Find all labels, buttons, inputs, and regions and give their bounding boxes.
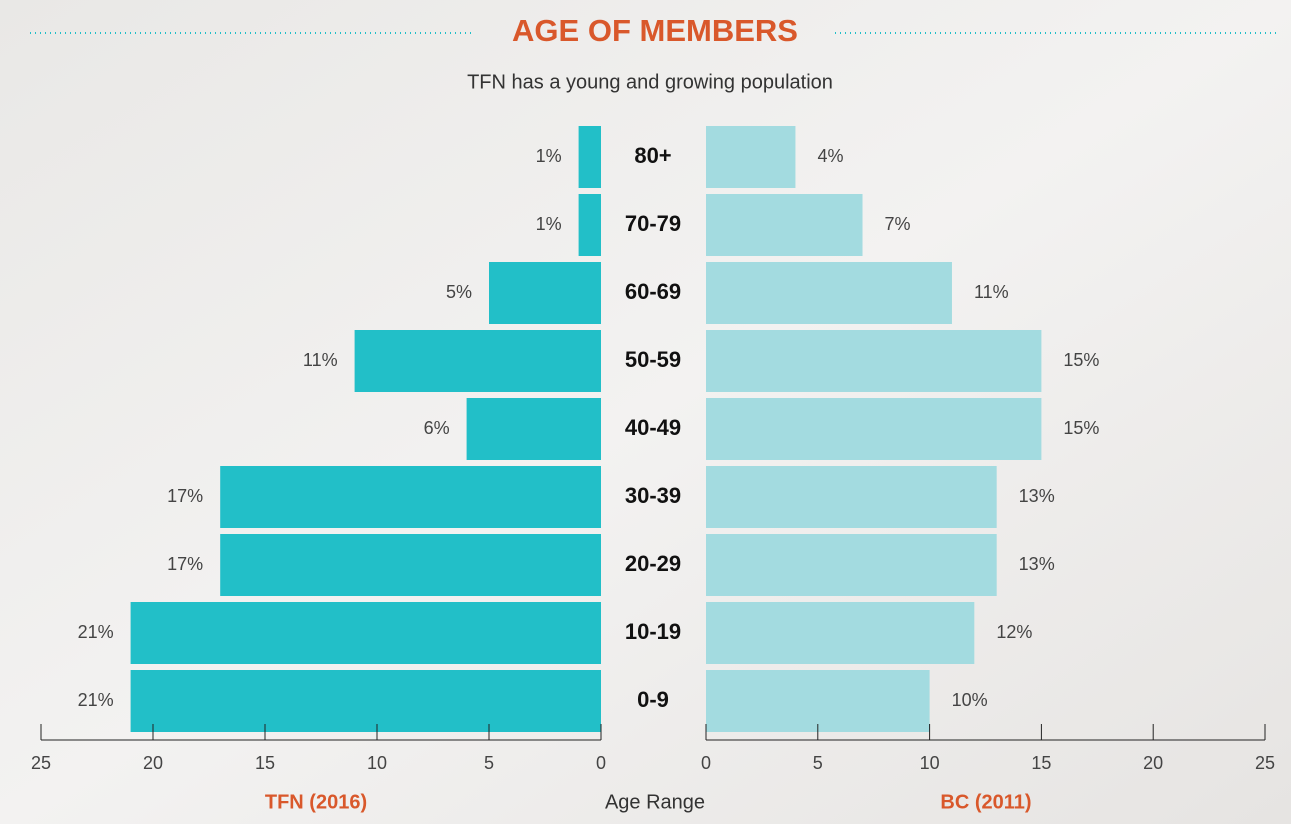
bar bbox=[706, 602, 975, 664]
category-label: 50-59 bbox=[625, 347, 681, 372]
bar bbox=[578, 126, 601, 188]
value-label: 15% bbox=[1063, 418, 1099, 438]
axis-label: TFN (2016) bbox=[265, 791, 367, 813]
bar bbox=[706, 398, 1042, 460]
x-tick-label: 10 bbox=[920, 753, 940, 773]
value-label: 7% bbox=[885, 214, 911, 234]
bar bbox=[130, 670, 601, 732]
category-label: 40-49 bbox=[625, 415, 681, 440]
axis-label: BC (2011) bbox=[940, 791, 1031, 813]
bar bbox=[466, 398, 601, 460]
chart-title: AGE OF MEMBERS bbox=[512, 13, 798, 48]
bar bbox=[489, 262, 601, 324]
value-label: 1% bbox=[536, 146, 562, 166]
value-label: 12% bbox=[996, 622, 1032, 642]
bar bbox=[706, 262, 952, 324]
value-label: 21% bbox=[78, 690, 114, 710]
category-label: 60-69 bbox=[625, 279, 681, 304]
x-tick-label: 0 bbox=[596, 753, 606, 773]
bar bbox=[220, 534, 601, 596]
value-label: 13% bbox=[1019, 486, 1055, 506]
x-tick-label: 0 bbox=[701, 753, 711, 773]
x-tick-label: 5 bbox=[813, 753, 823, 773]
bar bbox=[130, 602, 601, 664]
bar bbox=[706, 670, 930, 732]
bar bbox=[706, 126, 796, 188]
value-label: 4% bbox=[817, 146, 843, 166]
category-label: 70-79 bbox=[625, 211, 681, 236]
bar bbox=[354, 330, 601, 392]
value-label: 13% bbox=[1019, 554, 1055, 574]
x-tick-label: 15 bbox=[255, 753, 275, 773]
value-label: 15% bbox=[1063, 350, 1099, 370]
value-label: 1% bbox=[536, 214, 562, 234]
x-tick-label: 20 bbox=[143, 753, 163, 773]
value-label: 5% bbox=[446, 282, 472, 302]
value-label: 17% bbox=[167, 554, 203, 574]
x-tick-label: 25 bbox=[31, 753, 51, 773]
bar bbox=[706, 194, 863, 256]
category-label: 10-19 bbox=[625, 619, 681, 644]
bar bbox=[706, 534, 997, 596]
value-label: 11% bbox=[303, 350, 338, 370]
bar bbox=[578, 194, 601, 256]
value-label: 11% bbox=[974, 282, 1009, 302]
x-tick-label: 20 bbox=[1143, 753, 1163, 773]
bar bbox=[220, 466, 601, 528]
chart-subtitle: TFN has a young and growing population bbox=[467, 71, 833, 93]
value-label: 21% bbox=[78, 622, 114, 642]
category-label: 30-39 bbox=[625, 483, 681, 508]
value-label: 17% bbox=[167, 486, 203, 506]
x-tick-label: 5 bbox=[484, 753, 494, 773]
axis-label: Age Range bbox=[605, 791, 705, 813]
category-label: 80+ bbox=[634, 143, 671, 168]
bar bbox=[706, 466, 997, 528]
x-tick-label: 10 bbox=[367, 753, 387, 773]
x-tick-label: 25 bbox=[1255, 753, 1275, 773]
bar bbox=[706, 330, 1042, 392]
category-label: 20-29 bbox=[625, 551, 681, 576]
category-label: 0-9 bbox=[637, 687, 669, 712]
value-label: 10% bbox=[952, 690, 988, 710]
value-label: 6% bbox=[424, 418, 450, 438]
x-tick-label: 15 bbox=[1031, 753, 1051, 773]
